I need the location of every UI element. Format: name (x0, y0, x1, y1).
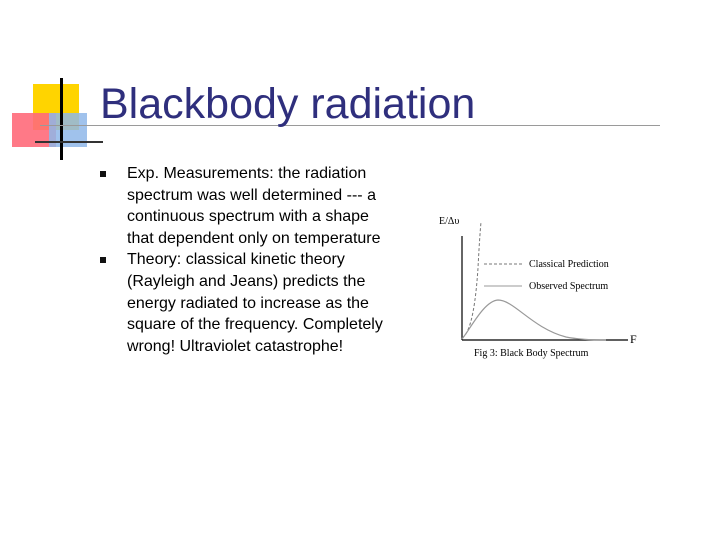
bullet-text: Theory: classical kinetic theory (Raylei… (127, 251, 383, 355)
bullet-text: Exp. Measurements: the radiation spectru… (127, 165, 381, 247)
slide-title: Blackbody radiation (100, 80, 476, 128)
bullet-square-icon (100, 171, 106, 177)
legend-observed-label: Observed Spectrum (529, 281, 608, 292)
blackbody-spectrum-figure: E/Δυ Classical Prediction Observed Spect… (436, 208, 646, 362)
logo-vertical-line (60, 78, 63, 160)
legend-classical-label: Classical Prediction (529, 259, 609, 270)
title-rule (40, 125, 660, 126)
y-axis-label: E/Δυ (439, 216, 459, 227)
bullet-item: Theory: classical kinetic theory (Raylei… (100, 249, 390, 357)
bullet-list: Exp. Measurements: the radiation spectru… (100, 163, 390, 357)
figure-caption: Fig 3: Black Body Spectrum (474, 348, 589, 359)
bullet-item: Exp. Measurements: the radiation spectru… (100, 163, 390, 249)
bullet-square-icon (100, 257, 106, 264)
classical-prediction-curve (461, 221, 482, 339)
x-axis-label: F (630, 332, 637, 346)
logo-horizontal-line (35, 141, 103, 143)
observed-spectrum-curve (461, 299, 607, 341)
